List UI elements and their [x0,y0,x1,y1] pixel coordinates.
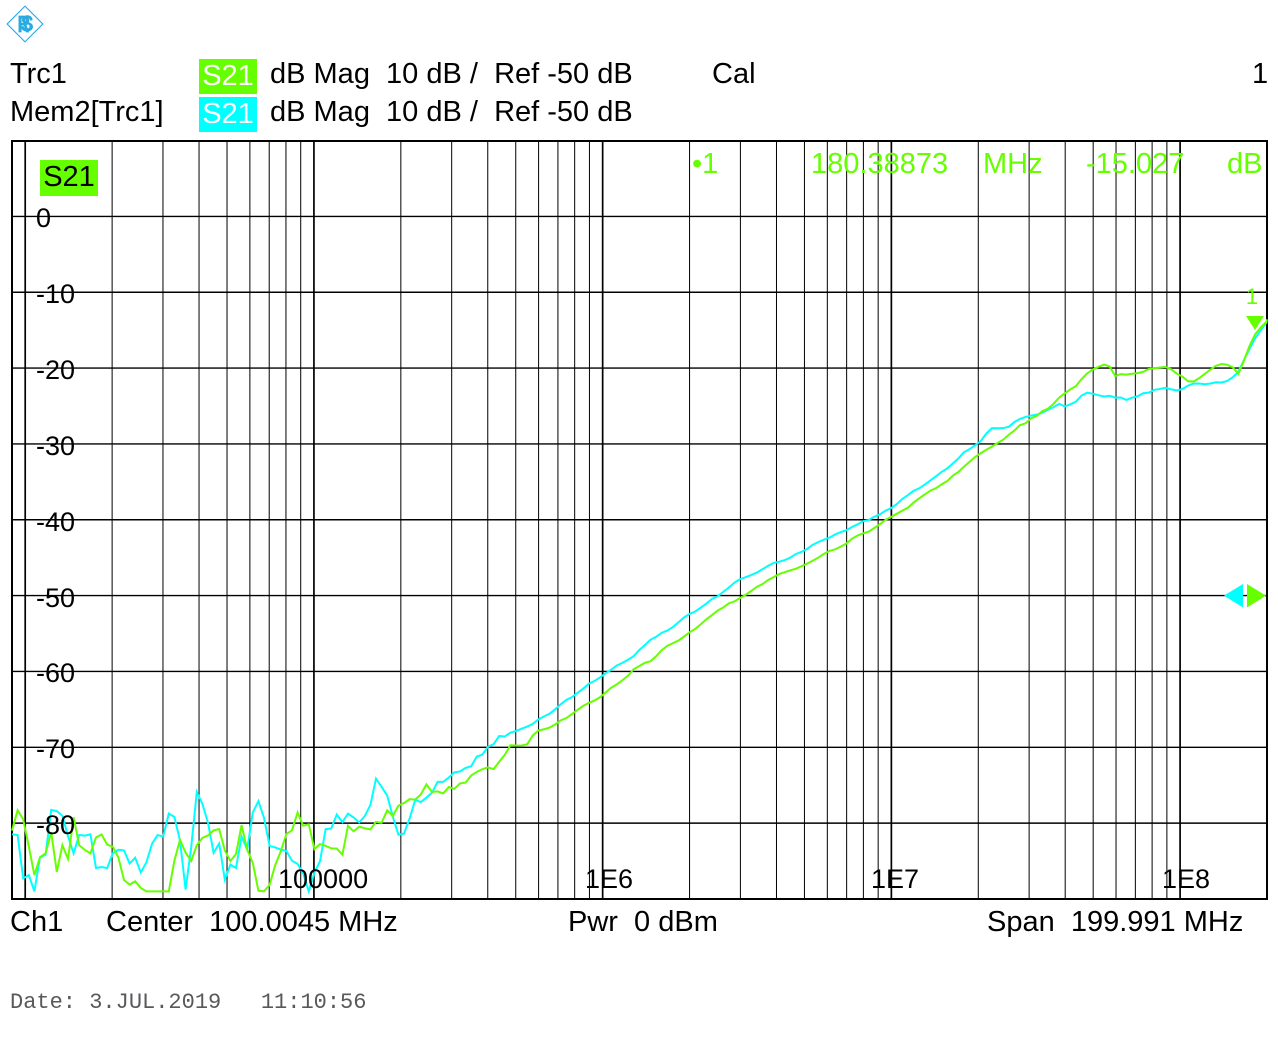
svg-text:1: 1 [1246,284,1258,309]
